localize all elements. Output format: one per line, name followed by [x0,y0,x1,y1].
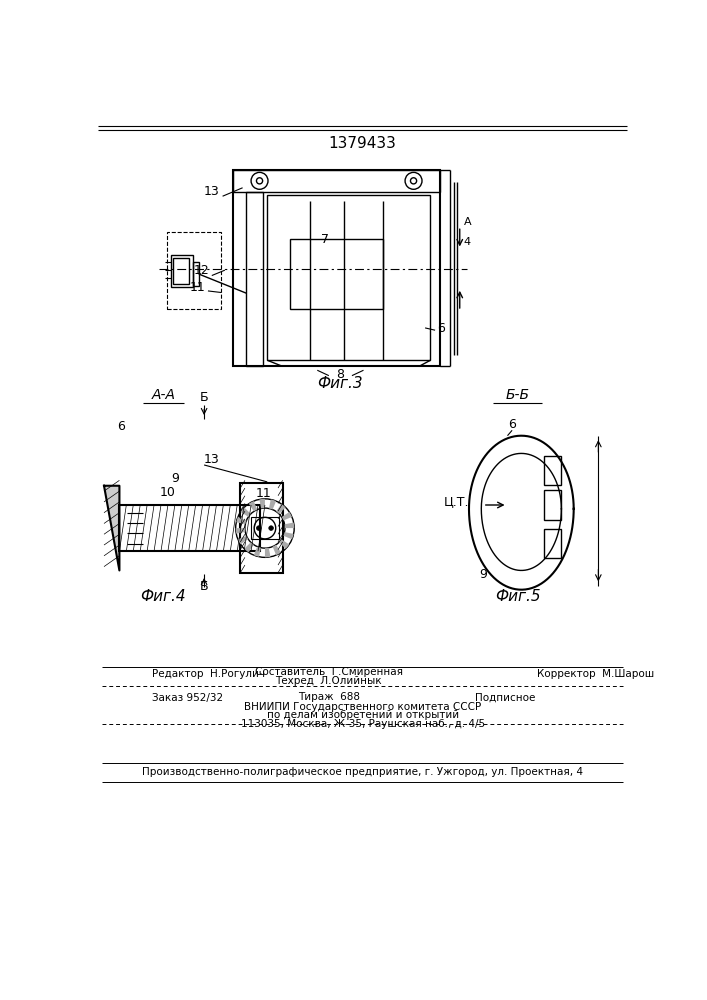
Text: 9: 9 [171,472,179,485]
Text: 9: 9 [479,568,487,581]
Bar [167,232,221,309]
Text: по делам изобретений и открытий: по делам изобретений и открытий [267,710,459,720]
Text: 1379433: 1379433 [329,136,397,151]
Polygon shape [259,499,265,508]
Bar [291,239,382,309]
Polygon shape [269,499,276,510]
Polygon shape [279,539,289,549]
Bar [544,490,561,520]
Text: 6: 6 [437,322,445,335]
Bar [544,456,561,485]
Polygon shape [240,507,251,517]
Text: 10: 10 [159,486,175,499]
Text: Производственно-полиграфическое предприятие, г. Ужгород, ул. Проектная, 4: Производственно-полиграфическое предприя… [142,767,583,777]
Text: Фиг.5: Фиг.5 [495,589,540,604]
Polygon shape [236,517,247,524]
Polygon shape [281,512,292,520]
Text: 12: 12 [194,264,209,277]
Polygon shape [244,542,254,552]
Polygon shape [254,547,261,557]
Text: 13: 13 [204,185,219,198]
Text: Подписное: Подписное [475,692,535,702]
Text: Техред  Л.Олийнык: Техред Л.Олийнык [276,676,382,686]
Polygon shape [284,532,293,539]
Text: Редактор  Н.Рогулич: Редактор Н.Рогулич [152,669,264,679]
Bar [171,255,192,287]
Text: Фиг.3: Фиг.3 [317,376,363,391]
Text: 113035, Москва, Ж-35, Раушская наб., д. 4/5: 113035, Москва, Ж-35, Раушская наб., д. … [240,719,485,729]
Text: А-А: А-А [151,388,175,402]
Bar [240,483,283,573]
Text: 13: 13 [204,453,220,466]
Text: 8: 8 [337,368,344,381]
Bar [173,258,189,284]
Text: Заказ 952/32: Заказ 952/32 [152,692,223,702]
Bar [233,170,440,192]
Text: Тираж  688: Тираж 688 [298,692,360,702]
Polygon shape [276,504,286,514]
Bar [247,192,264,366]
Bar [544,529,561,558]
Text: А: А [464,217,472,227]
Text: Б: Б [200,580,209,593]
Bar [119,505,259,551]
Polygon shape [273,545,281,555]
Text: Б-Б: Б-Б [506,388,530,402]
Circle shape [269,526,274,530]
Polygon shape [249,501,257,511]
Polygon shape [104,486,119,570]
Text: Фиг.4: Фиг.4 [141,589,186,604]
Bar [267,195,431,360]
Bar [233,170,440,366]
Text: 11: 11 [256,487,271,500]
Circle shape [257,526,261,530]
Polygon shape [235,528,245,534]
Text: Составитель  Г.Смиренная: Составитель Г.Смиренная [255,667,403,677]
Bar [251,517,279,539]
Text: Б: Б [200,391,209,404]
Text: Ц.Т.: Ц.Т. [443,495,469,508]
Text: Корректор  М.Шарош: Корректор М.Шарош [537,669,654,679]
Text: 6: 6 [117,420,125,433]
Polygon shape [238,536,248,544]
Text: ВНИИПИ Государственного комитета СССР: ВНИИПИ Государственного комитета СССР [244,702,481,712]
Polygon shape [265,548,271,557]
Text: 6: 6 [508,418,516,431]
Polygon shape [285,523,294,528]
Text: 11: 11 [190,281,206,294]
Text: 7: 7 [321,233,329,246]
Text: 4: 4 [464,237,471,247]
Bar [192,262,199,286]
